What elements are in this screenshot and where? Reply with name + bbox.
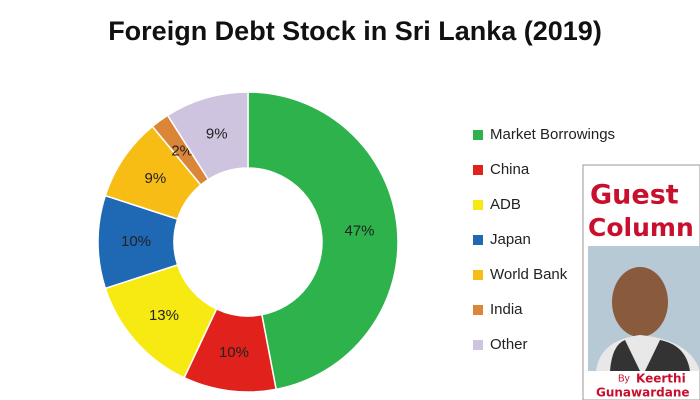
guest-column: Guest Column By Keerthi Gunawardane	[582, 164, 700, 400]
data-label: 47%	[344, 222, 374, 239]
author: Gunawardane	[596, 386, 690, 400]
legend-label: China	[490, 161, 530, 178]
donut: 47%10%13%10%9%2%9%	[97, 91, 399, 393]
legend-label: Japan	[490, 231, 531, 248]
column-heading: Column	[588, 213, 694, 242]
data-label: 13%	[149, 307, 179, 324]
legend-swatch	[473, 235, 483, 245]
legend-label: Other	[490, 336, 528, 353]
photo-jacket	[645, 340, 690, 371]
legend-swatch	[473, 200, 483, 210]
data-label: 10%	[121, 233, 151, 250]
legend-swatch	[473, 165, 483, 175]
legend-swatch	[473, 130, 483, 140]
data-label: 9%	[145, 170, 167, 187]
author: Keerthi	[636, 372, 686, 386]
legend-label: ADB	[490, 196, 521, 213]
byline: By	[618, 374, 630, 385]
chart-title: Foreign Debt Stock in Sri Lanka (2019)	[108, 16, 602, 46]
legend-swatch	[473, 305, 483, 315]
donut-slice	[247, 91, 399, 391]
legend: Market Borrowings China ADB Japan World Bank…	[473, 126, 615, 353]
legend-label: Market Borrowings	[490, 126, 615, 143]
data-label: 9%	[206, 125, 228, 142]
legend-swatch	[473, 270, 483, 280]
legend-swatch	[473, 340, 483, 350]
legend-label: India	[490, 301, 523, 318]
photo-face	[612, 267, 668, 337]
donut-slice	[166, 91, 249, 181]
column-heading: Guest	[590, 180, 679, 211]
photo-jacket	[610, 340, 640, 371]
data-label: 10%	[219, 344, 249, 361]
legend-label: World Bank	[490, 266, 568, 283]
